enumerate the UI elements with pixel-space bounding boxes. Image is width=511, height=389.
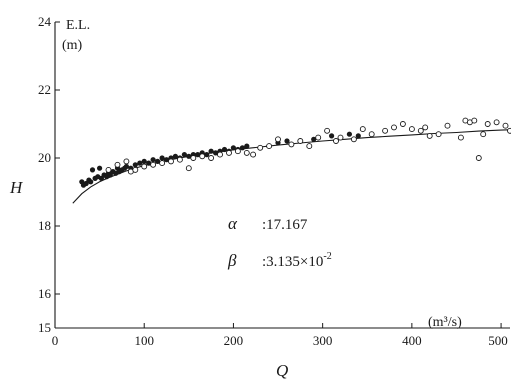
open-point-41 (458, 135, 463, 140)
open-point-8 (169, 159, 174, 164)
fit-curve-layer (73, 130, 510, 203)
y-tick-label-22: 22 (38, 82, 51, 97)
open-point-15 (227, 150, 232, 155)
beta-symbol: β (227, 251, 237, 270)
filled-point-24 (142, 159, 147, 164)
open-point-2 (124, 159, 129, 164)
filled-point-5 (90, 167, 95, 172)
open-point-13 (209, 156, 214, 161)
filled-point-31 (173, 154, 178, 159)
filled-point-39 (209, 149, 214, 154)
y-tick-label-24: 24 (38, 14, 52, 29)
open-point-34 (400, 122, 405, 127)
open-point-9 (177, 157, 182, 162)
beta-value-mantissa: :3.135×10 (262, 254, 323, 270)
filled-point-42 (222, 147, 227, 152)
open-point-40 (445, 123, 450, 128)
y-tick-label-20: 20 (38, 150, 51, 165)
x-tick-label-400: 400 (402, 333, 422, 348)
alpha-symbol: α (228, 214, 238, 233)
open-point-26 (325, 128, 330, 133)
filled-point-26 (151, 157, 156, 162)
open-point-6 (151, 162, 156, 167)
y-tick-label-18: 18 (38, 218, 51, 233)
y-axis-unit-line1: E.L. (66, 18, 90, 33)
y-tick-label-16: 16 (38, 286, 52, 301)
open-point-46 (481, 132, 486, 137)
open-point-16 (235, 149, 240, 154)
open-point-39 (436, 132, 441, 137)
open-point-28 (338, 135, 343, 140)
open-point-49 (503, 123, 508, 128)
open-point-17 (244, 150, 249, 155)
x-tick-label-100: 100 (134, 333, 154, 348)
beta-value: :3.135×10-2 (262, 251, 332, 270)
open-point-4 (133, 167, 138, 172)
open-point-21 (276, 137, 281, 142)
open-point-32 (383, 128, 388, 133)
axes-layer (55, 22, 510, 328)
open-point-30 (360, 127, 365, 132)
beta-value-exponent: -2 (323, 251, 331, 262)
open-point-20 (267, 144, 272, 149)
ticks-layer: 15 16 18 20 22 24 0 100 200 300 400 500 (38, 14, 508, 348)
open-point-47 (485, 122, 490, 127)
open-point-14 (218, 152, 223, 157)
data-points-layer (79, 118, 511, 188)
filled-point-8 (97, 166, 102, 171)
filled-point-51 (329, 133, 334, 138)
y-axis-title: H (9, 178, 24, 197)
x-axis-unit: (m³/s) (428, 315, 462, 330)
open-point-11 (191, 156, 196, 161)
open-point-35 (409, 127, 414, 132)
open-point-1 (115, 162, 120, 167)
open-point-12 (200, 154, 205, 159)
open-point-19 (258, 145, 263, 150)
open-point-22 (289, 142, 294, 147)
open-point-10 (186, 166, 191, 171)
filled-point-49 (284, 138, 289, 143)
open-point-36 (418, 128, 423, 133)
x-tick-label-300: 300 (313, 333, 333, 348)
filled-point-22 (133, 162, 138, 167)
x-tick-label-200: 200 (224, 333, 244, 348)
open-point-23 (298, 139, 303, 144)
open-point-31 (369, 132, 374, 137)
y-tick-label-15: 15 (38, 320, 51, 335)
open-point-29 (351, 137, 356, 142)
x-tick-label-0: 0 (52, 333, 59, 348)
y-axis-unit-line2: (m) (62, 38, 83, 53)
open-point-24 (307, 144, 312, 149)
open-point-48 (494, 120, 499, 125)
open-point-27 (334, 139, 339, 144)
open-point-5 (142, 164, 147, 169)
open-point-25 (316, 135, 321, 140)
open-point-0 (106, 167, 111, 172)
open-point-44 (472, 118, 477, 123)
filled-point-47 (244, 144, 249, 149)
filled-point-44 (231, 145, 236, 150)
open-point-33 (392, 125, 397, 130)
open-point-50 (508, 128, 511, 133)
open-point-7 (160, 161, 165, 166)
open-point-37 (423, 125, 428, 130)
x-tick-label-500: 500 (488, 333, 508, 348)
alpha-value: :17.167 (262, 217, 308, 233)
x-axis-title: Q (276, 361, 288, 380)
open-point-45 (476, 156, 481, 161)
fit-curve-line (73, 130, 510, 203)
filled-point-53 (356, 133, 361, 138)
open-point-18 (251, 152, 256, 157)
open-point-38 (427, 133, 432, 138)
filled-point-4 (88, 179, 93, 184)
filled-point-52 (347, 132, 352, 137)
